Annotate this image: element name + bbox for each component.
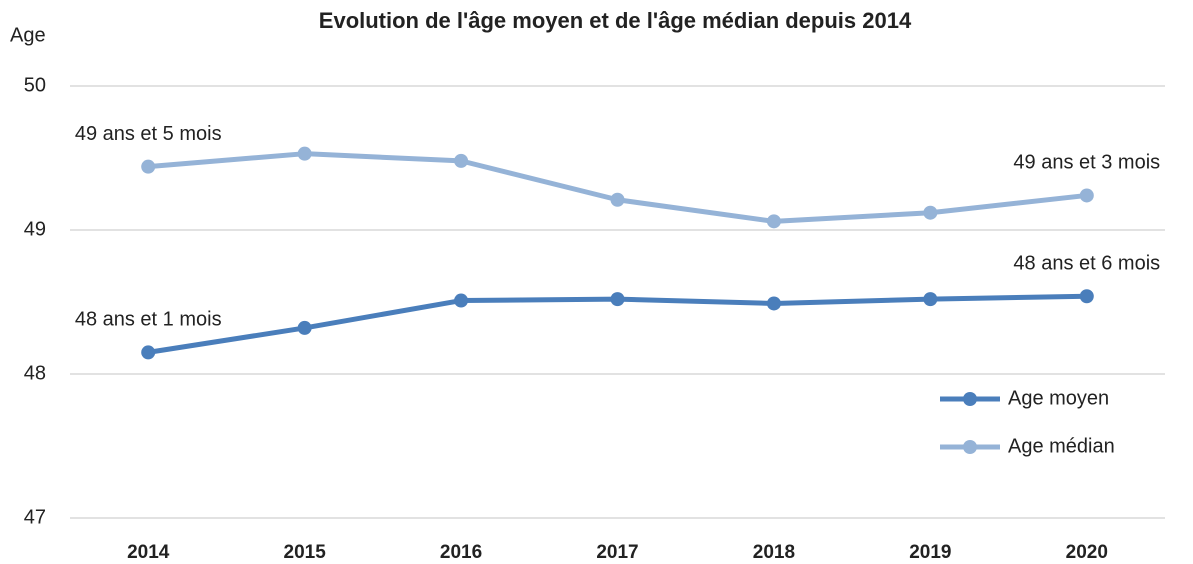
data-point <box>766 296 781 311</box>
data-point <box>923 205 938 220</box>
y-tick-label: 49 <box>24 218 46 240</box>
data-point <box>141 159 156 174</box>
data-label: 48 ans et 6 mois <box>1013 253 1160 275</box>
data-point <box>454 293 469 308</box>
chart-title: Evolution de l'âge moyen et de l'âge méd… <box>319 8 912 33</box>
data-label: 48 ans et 1 mois <box>75 309 222 331</box>
data-point <box>1079 289 1094 304</box>
x-tick-label: 2015 <box>284 542 327 563</box>
data-point <box>297 320 312 335</box>
y-tick-label: 48 <box>24 362 46 384</box>
x-tick-label: 2014 <box>127 542 170 563</box>
x-tick-label: 2020 <box>1066 542 1108 563</box>
data-point <box>141 345 156 360</box>
x-tick-label: 2017 <box>596 542 638 563</box>
series-line <box>148 151 1088 224</box>
data-point <box>610 192 625 207</box>
data-label: 49 ans et 5 mois <box>75 123 222 145</box>
legend-marker <box>963 392 977 406</box>
data-point <box>923 292 938 307</box>
data-point <box>454 153 469 168</box>
y-tick-label: 50 <box>24 74 46 96</box>
data-point <box>297 146 312 161</box>
x-tick-label: 2016 <box>440 542 482 563</box>
legend-label: Age médian <box>1008 435 1115 457</box>
y-tick-label: 47 <box>24 506 46 528</box>
x-tick-label: 2018 <box>753 542 795 563</box>
x-tick-label: 2019 <box>909 542 951 563</box>
data-label: 49 ans et 3 mois <box>1013 152 1160 174</box>
y-axis-label: Age <box>10 24 46 46</box>
legend-label: Age moyen <box>1008 387 1109 409</box>
data-point <box>1079 188 1094 203</box>
legend-marker <box>963 440 977 454</box>
data-point <box>766 214 781 229</box>
data-point <box>610 292 625 307</box>
